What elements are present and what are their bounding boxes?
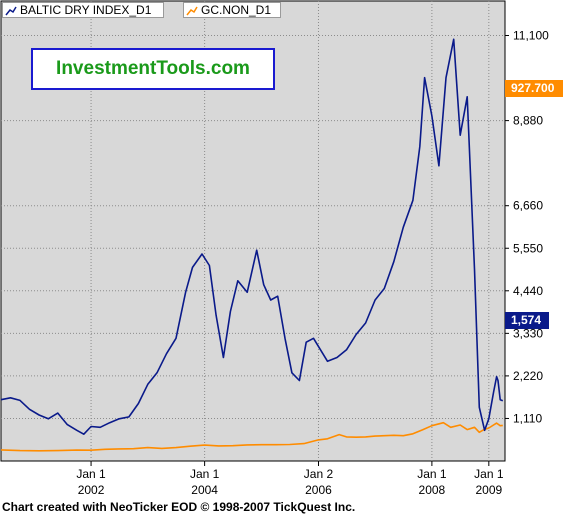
y-tick-label: 4,440 bbox=[513, 284, 543, 298]
brand-logo: InvestmentTools.com bbox=[31, 48, 275, 90]
legend-item-baltic-dry-index: BALTIC DRY INDEX_D1 bbox=[2, 2, 164, 18]
axes: 11,100 8,880 6,660 5,550 4,440 3,330 2,220 1,11… bbox=[76, 29, 549, 498]
y-tick-label: 6,660 bbox=[513, 199, 543, 213]
legend-label: BALTIC DRY INDEX_D1 bbox=[20, 3, 152, 17]
y-tick-label: 2,220 bbox=[513, 369, 543, 383]
y-tick-label: 5,550 bbox=[513, 241, 543, 255]
footer-text: Chart created with NeoTicker EOD © 1998-… bbox=[2, 500, 356, 514]
x-tick-year-label: 2004 bbox=[191, 483, 218, 497]
y-tick-label: 11,100 bbox=[513, 29, 549, 43]
gold-current-value-tag: 927.700 bbox=[505, 80, 563, 97]
x-tick-label: Jan 1 bbox=[76, 467, 106, 481]
brand-text: InvestmentTools.com bbox=[56, 58, 250, 79]
legend-item-gold: GC.NON_D1 bbox=[183, 2, 281, 18]
x-tick-label: Jan 1 bbox=[474, 467, 504, 481]
x-tick-label: Jan 1 bbox=[417, 467, 447, 481]
gold-price-line bbox=[0, 421, 503, 452]
legend-line-icon bbox=[186, 5, 198, 16]
x-tick-label: Jan 2 bbox=[304, 467, 334, 481]
y-tick-label: 3,330 bbox=[513, 326, 543, 340]
baltic-dry-index-line bbox=[0, 38, 504, 436]
x-tick-label: Jan 1 bbox=[190, 467, 220, 481]
y-tick-label: 8,880 bbox=[513, 114, 543, 128]
legend-line-icon bbox=[5, 5, 17, 16]
x-tick-year-label: 2009 bbox=[475, 483, 502, 497]
y-tick-label: 1,110 bbox=[513, 411, 542, 425]
bdi-current-value: 1,574 bbox=[511, 313, 542, 327]
x-tick-year-label: 2008 bbox=[419, 483, 446, 497]
x-tick-year-label: 2006 bbox=[305, 483, 332, 497]
gold-current-value: 927.700 bbox=[511, 81, 555, 95]
footer-credit: Chart created with NeoTicker EOD © 1998-… bbox=[0, 499, 582, 516]
x-tick-year-label: 2002 bbox=[78, 483, 105, 497]
legend-label: GC.NON_D1 bbox=[201, 3, 272, 17]
bdi-current-value-tag: 1,574 bbox=[505, 312, 549, 329]
series-lines bbox=[0, 38, 504, 452]
